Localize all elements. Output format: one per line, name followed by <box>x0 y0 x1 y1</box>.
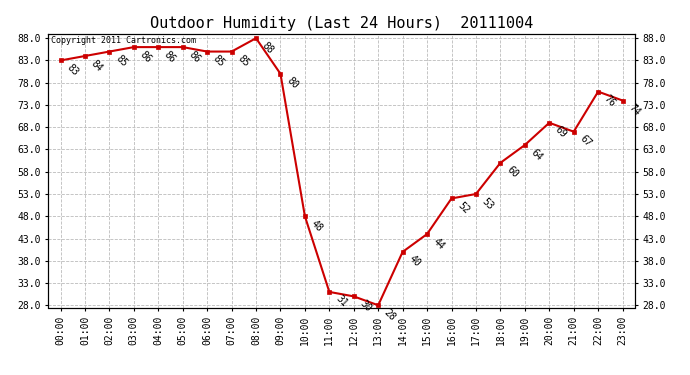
Text: 76: 76 <box>602 93 618 109</box>
Text: 44: 44 <box>431 236 446 251</box>
Text: 86: 86 <box>187 49 202 64</box>
Text: 85: 85 <box>236 54 251 69</box>
Text: 69: 69 <box>553 124 569 140</box>
Text: 74: 74 <box>627 102 642 118</box>
Text: 80: 80 <box>284 76 300 91</box>
Text: 52: 52 <box>455 200 471 216</box>
Text: 86: 86 <box>162 49 178 64</box>
Text: 85: 85 <box>114 54 129 69</box>
Text: 84: 84 <box>89 58 104 73</box>
Text: Copyright 2011 Cartronics.com: Copyright 2011 Cartronics.com <box>51 36 196 45</box>
Text: 83: 83 <box>65 62 80 78</box>
Text: 67: 67 <box>578 134 593 149</box>
Text: 40: 40 <box>407 254 422 269</box>
Text: 28: 28 <box>382 307 397 322</box>
Text: 48: 48 <box>309 218 324 234</box>
Text: 30: 30 <box>358 298 373 314</box>
Text: 31: 31 <box>333 294 349 309</box>
Text: 85: 85 <box>211 54 227 69</box>
Text: 88: 88 <box>260 40 275 56</box>
Text: 86: 86 <box>138 49 153 64</box>
Text: 64: 64 <box>529 147 544 162</box>
Title: Outdoor Humidity (Last 24 Hours)  20111004: Outdoor Humidity (Last 24 Hours) 2011100… <box>150 16 533 31</box>
Text: 53: 53 <box>480 196 495 211</box>
Text: 60: 60 <box>504 165 520 180</box>
